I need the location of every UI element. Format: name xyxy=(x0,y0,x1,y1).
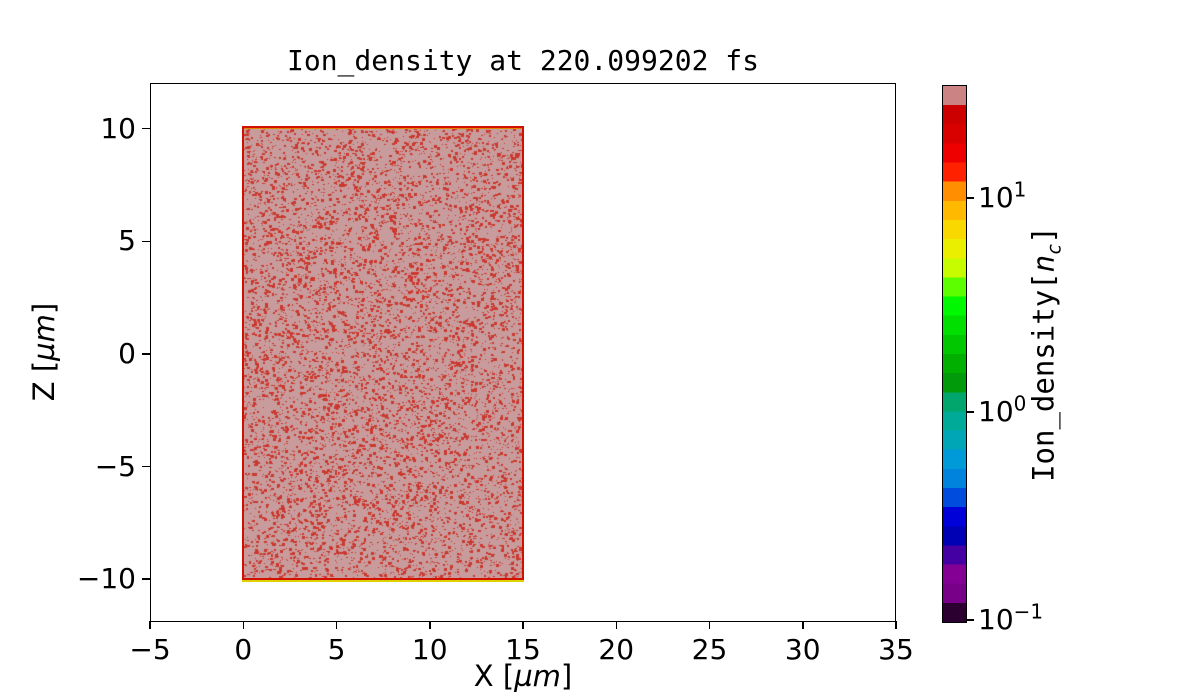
y-tick-mark xyxy=(142,465,150,468)
x-tick-label: 30 xyxy=(784,633,821,666)
colorbar-tick-base: 10 xyxy=(978,602,1014,636)
y-tick-label: 10 xyxy=(100,111,136,145)
colorbar-tick-label: 10−1 xyxy=(978,601,1043,637)
y-tick-mark xyxy=(142,353,150,355)
y-tick-label: −10 xyxy=(76,562,136,596)
x-tick-label: 15 xyxy=(505,633,541,666)
x-tick-label: 10 xyxy=(411,633,448,666)
x-tick-mark xyxy=(335,621,338,629)
y-tick-mark xyxy=(142,127,150,130)
colorbar-tick-label: 100 xyxy=(978,391,1027,429)
colorbar-tick-mark xyxy=(967,411,974,413)
colorbar-tick-exponent: 0 xyxy=(1013,391,1027,416)
x-tick-mark xyxy=(615,621,617,629)
x-tick-mark xyxy=(708,621,711,629)
x-tick-label: 35 xyxy=(878,633,914,666)
plot-title: Ion_density at 220.099202 fs xyxy=(286,44,759,77)
x-tick-label: 5 xyxy=(327,633,346,666)
colorbar-label-subscript: c xyxy=(1044,243,1066,255)
x-tick-mark xyxy=(429,621,431,629)
colorbar-label: Ion_density[nc] xyxy=(1027,226,1066,482)
colorbar-label-symbol: n xyxy=(1026,254,1061,273)
x-tick-label: 0 xyxy=(234,633,253,666)
target-bottom-edge-line xyxy=(242,580,524,582)
x-tick-mark xyxy=(895,621,897,629)
colorbar-label-close: ] xyxy=(1026,226,1061,244)
x-axis-label-unit: µm xyxy=(514,659,561,693)
x-tick-mark xyxy=(242,621,244,629)
y-tick-label: 5 xyxy=(118,224,136,258)
x-axis-label: X [µm] xyxy=(150,659,896,693)
speckle-canvas xyxy=(244,127,523,578)
y-tick-label: 0 xyxy=(118,336,136,370)
y-axis-label-unit: µm xyxy=(27,314,61,361)
x-axis-label-close: ] xyxy=(560,659,573,693)
colorbar-tick-base: 10 xyxy=(978,395,1014,429)
y-axis-label-close: ] xyxy=(27,302,61,315)
y-tick-mark xyxy=(142,240,150,243)
target-top-edge-line xyxy=(244,127,522,130)
colorbar-tick-exponent: −1 xyxy=(1013,599,1044,624)
colorbar-tick-base: 10 xyxy=(978,180,1014,214)
x-tick-label: −5 xyxy=(129,633,171,666)
x-tick-mark xyxy=(802,621,804,629)
y-axis-label: Z [µm] xyxy=(27,303,61,401)
y-tick-mark xyxy=(142,578,150,580)
y-axis-label-text: Z [ xyxy=(27,360,61,402)
x-tick-mark xyxy=(522,621,524,629)
colorbar-label-text: Ion_density[ xyxy=(1026,272,1061,482)
x-axis-label-text: X [ xyxy=(473,659,515,693)
colorbar-tick-exponent: 1 xyxy=(1013,177,1027,202)
x-tick-label: 25 xyxy=(691,633,728,666)
target-region xyxy=(242,125,524,582)
colorbar-tick-mark xyxy=(967,619,974,621)
colorbar xyxy=(942,85,967,623)
x-tick-label: 20 xyxy=(598,633,635,666)
y-tick-label: −5 xyxy=(94,449,136,483)
x-tick-mark xyxy=(149,621,151,629)
colorbar-tick-mark xyxy=(967,197,974,199)
colorbar-tick-label: 101 xyxy=(978,177,1027,215)
